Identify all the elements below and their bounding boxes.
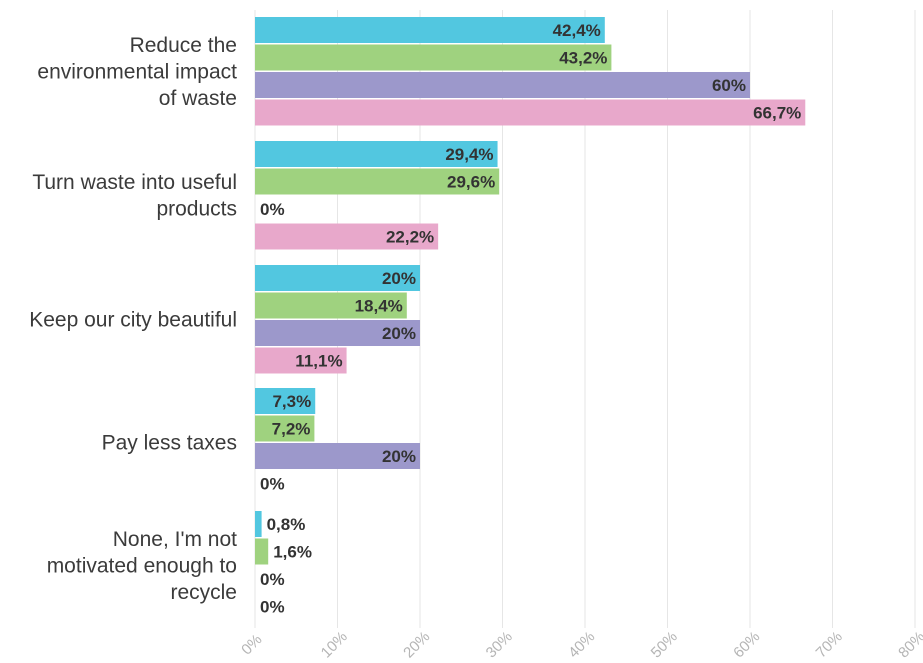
- category-label-line: motivated enough to: [47, 554, 237, 577]
- bar-value-label: 1,6%: [273, 543, 312, 562]
- bar-value-label: 22,2%: [386, 228, 434, 247]
- bar-value-label: 42,4%: [553, 21, 601, 40]
- x-tick-label: 80%: [895, 628, 923, 661]
- bar: [255, 223, 439, 250]
- bar-value-label: 7,2%: [272, 420, 311, 439]
- x-tick-layer: 0% 10% 20% 30% 40% 50% 60% 70% 80%: [238, 628, 923, 661]
- x-tick-label: 70%: [813, 628, 846, 661]
- x-tick-label: 30%: [483, 628, 516, 661]
- bar-value-label: 0%: [260, 570, 285, 589]
- bar: [255, 511, 262, 537]
- bar: [255, 265, 420, 291]
- bar-value-label: 0%: [260, 598, 285, 617]
- bar: [255, 168, 500, 195]
- bar: [255, 388, 316, 414]
- bar: [255, 538, 269, 565]
- bar: [255, 443, 420, 469]
- bar: [255, 141, 498, 167]
- category-label: Keep our city beautiful: [29, 308, 237, 331]
- bar-value-label: 18,4%: [355, 297, 403, 316]
- bar: [255, 99, 806, 126]
- x-tick-label: 50%: [648, 628, 681, 661]
- category-label-line: Reduce the: [130, 34, 237, 57]
- bar-value-label: 29,6%: [447, 173, 495, 192]
- bar-value-label: 0%: [260, 200, 285, 219]
- bar: [255, 347, 347, 374]
- category-label-layer: Reduce the environmental impact of waste Tu…: [29, 34, 237, 604]
- x-tick-label: 60%: [730, 628, 763, 661]
- x-tick-label: 10%: [318, 628, 351, 661]
- bar-value-label: 60%: [712, 76, 746, 95]
- bar-value-label: 43,2%: [559, 49, 607, 68]
- category-label-line: Pay less taxes: [102, 431, 237, 454]
- category-label-line: products: [156, 198, 237, 221]
- x-tick-label: 20%: [400, 628, 433, 661]
- category-label-line: Turn waste into useful: [32, 171, 237, 194]
- category-label: Reduce the environmental impact of waste: [37, 34, 237, 110]
- bar-value-label: 0,8%: [267, 515, 306, 534]
- category-label-line: Keep our city beautiful: [29, 308, 237, 331]
- bar-layer: [255, 17, 806, 565]
- bar: [255, 17, 605, 43]
- bar-value-label: 11,1%: [295, 352, 342, 371]
- category-label: Pay less taxes: [102, 431, 237, 454]
- bar-value-label: 20%: [382, 447, 416, 466]
- bar-value-label: 66,7%: [753, 104, 801, 123]
- bar-value-label: 29,4%: [445, 145, 493, 164]
- bar-value-label: 20%: [382, 269, 416, 288]
- bar: [255, 292, 407, 319]
- value-label-layer: 42,4% 29,4% 20% 7,3% 0,8% 43,2% 29,6% 18,4% 7,2%…: [260, 21, 801, 617]
- bar: [255, 72, 750, 98]
- x-tick-label: 0%: [238, 631, 265, 658]
- bar: [255, 415, 315, 442]
- x-tick-label: 40%: [565, 628, 598, 661]
- bar: [255, 320, 420, 346]
- bar-value-label: 0%: [260, 475, 285, 494]
- category-label: Turn waste into useful products: [32, 171, 237, 221]
- category-label-line: environmental impact: [37, 60, 237, 83]
- bar: [255, 44, 612, 71]
- category-label-line: None, I'm not: [113, 528, 237, 551]
- category-label: None, I'm not motivated enough to recycle: [47, 528, 237, 604]
- bar-value-label: 7,3%: [272, 392, 311, 411]
- category-label-line: of waste: [159, 87, 237, 110]
- bar-value-label: 20%: [382, 324, 416, 343]
- category-label-line: recycle: [170, 581, 237, 604]
